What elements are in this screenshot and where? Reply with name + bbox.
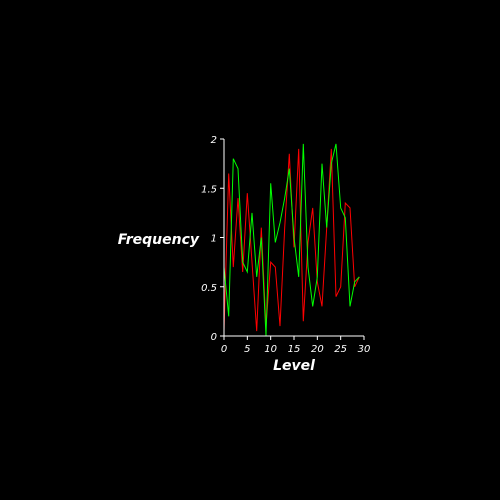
y-axis-title: Frequency — [118, 232, 200, 248]
x-axis-title: Level — [273, 358, 315, 374]
y-axis-ticks: 0 0.5 1 1.5 2 — [201, 135, 224, 343]
x-tick-label: 20 — [311, 344, 324, 355]
y-tick-label: 1.5 — [201, 184, 217, 195]
x-tick-label: 15 — [288, 344, 301, 355]
y-tick-label: 2 — [211, 135, 217, 146]
series-line-2 — [223, 143, 360, 337]
plot-series — [223, 143, 360, 337]
x-axis-ticks: 0 5 10 15 20 25 30 — [221, 336, 371, 355]
y-tick-label: 0.5 — [201, 283, 217, 294]
x-tick-label: 10 — [264, 344, 277, 355]
x-tick-label: 5 — [244, 344, 250, 355]
y-tick-label: 1 — [211, 234, 217, 245]
x-tick-label: 0 — [221, 344, 227, 355]
x-tick-label: 30 — [358, 344, 371, 355]
y-tick-label: 0 — [211, 332, 217, 343]
series-line-1 — [223, 148, 360, 332]
x-tick-label: 25 — [334, 344, 347, 355]
